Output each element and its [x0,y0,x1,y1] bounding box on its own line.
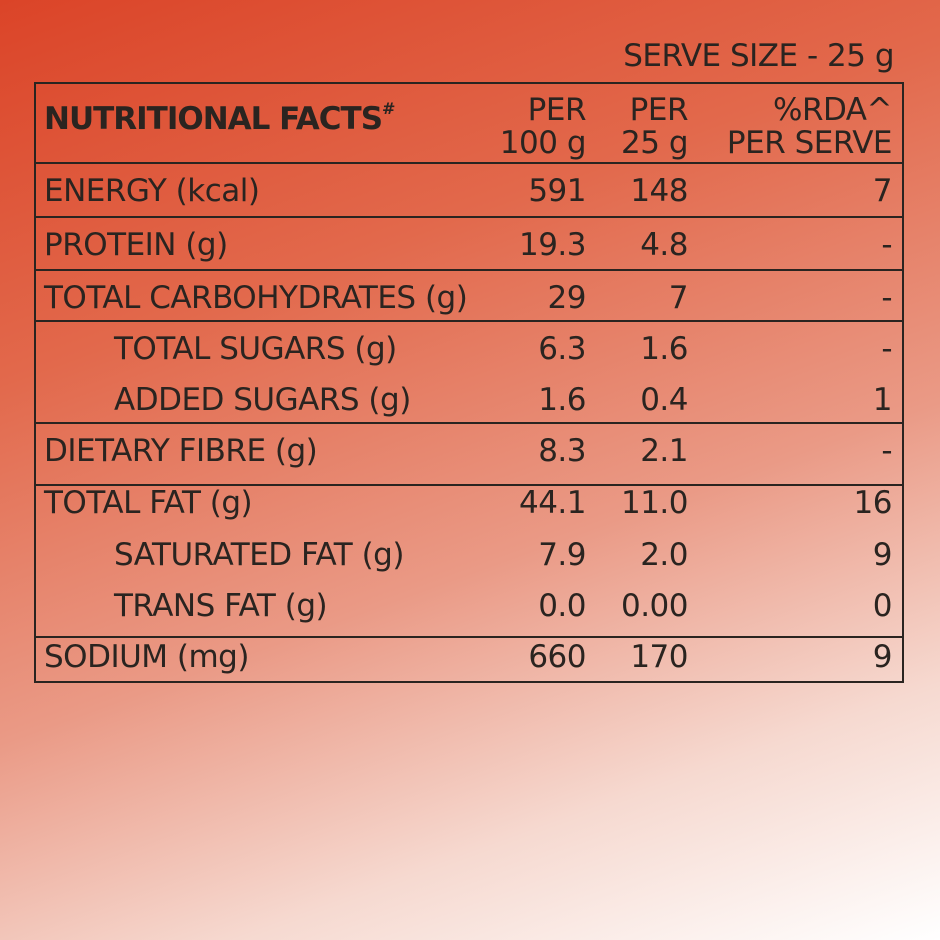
value-per-25g: 2.1 [640,433,688,469]
section-sugars: TOTAL SUGARS (g) 6.3 1.6 - ADDED SUGARS … [36,320,902,422]
row-label: PROTEIN (g) [44,227,228,263]
value-per-25g: 4.8 [640,227,688,263]
title-footnote-mark: # [382,99,395,118]
table-row: TOTAL SUGARS (g) 6.3 1.6 - [36,322,902,373]
value-rda: - [881,227,892,263]
value-per-100g: 1.6 [538,382,586,418]
row-label: TRANS FAT (g) [114,588,328,624]
row-label: TOTAL SUGARS (g) [114,331,397,367]
value-per-100g: 29 [547,280,587,316]
serve-size: SERVE SIZE - 25 g [623,38,894,74]
value-per-25g: 7 [668,280,689,316]
row-label: ENERGY (kcal) [44,173,260,209]
col-header-per-100g: PER 100 g [499,92,587,161]
col-header-per-25g: PER 25 g [621,92,688,161]
table-row: TRANS FAT (g) 0.0 0.00 0 [36,579,902,630]
value-rda: - [881,433,892,469]
table-row: PROTEIN (g) 19.3 4.8 - [36,218,902,269]
value-per-25g: 0.4 [640,382,688,418]
value-per-25g: 2.0 [640,537,688,573]
section-sodium: SODIUM (mg) 660 170 9 [36,636,902,681]
table-row: DIETARY FIBRE (g) 8.3 2.1 - [36,424,902,475]
row-label: TOTAL CARBOHYDRATES (g) [44,280,468,316]
table-row: ENERGY (kcal) 591 148 7 [36,164,902,215]
value-rda: - [881,280,892,316]
value-per-100g: 7.9 [538,537,586,573]
section-fibre: DIETARY FIBRE (g) 8.3 2.1 - [36,422,902,484]
value-per-25g: 0.00 [620,588,689,624]
value-rda: 9 [872,639,893,675]
value-rda: 0 [872,588,893,624]
value-per-100g: 44.1 [518,485,587,521]
value-per-100g: 0.0 [538,588,586,624]
table-row: SODIUM (mg) 660 170 9 [36,630,902,681]
value-per-25g: 11.0 [620,485,689,521]
nutrition-table: NUTRITIONAL FACTS# PER 100 g PER 25 g %RDA… [34,82,904,683]
table-row: TOTAL CARBOHYDRATES (g) 29 7 - [36,271,902,322]
value-per-25g: 148 [630,173,688,209]
value-per-25g: 170 [630,639,688,675]
value-rda: - [881,331,892,367]
value-rda: 1 [872,382,893,418]
value-per-25g: 1.6 [640,331,688,367]
value-rda: 7 [872,173,893,209]
col-header-rda: %RDA^ PER SERVE [726,92,893,161]
section-protein: PROTEIN (g) 19.3 4.8 - [36,216,902,269]
value-rda: 16 [853,485,893,521]
value-per-100g: 660 [528,639,586,675]
section-fat: TOTAL FAT (g) 44.1 11.0 16 SATURATED FAT… [36,484,902,636]
table-row: TOTAL FAT (g) 44.1 11.0 16 [36,476,902,527]
value-rda: 9 [872,537,893,573]
section-carbohydrates: TOTAL CARBOHYDRATES (g) 29 7 - [36,269,902,320]
row-label: SODIUM (mg) [44,639,249,675]
row-label: TOTAL FAT (g) [44,485,253,521]
row-label: DIETARY FIBRE (g) [44,433,318,469]
row-label: SATURATED FAT (g) [114,537,404,573]
table-title: NUTRITIONAL FACTS# [44,99,395,137]
value-per-100g: 591 [528,173,586,209]
table-row: ADDED SUGARS (g) 1.6 0.4 1 [36,373,902,424]
table-header: NUTRITIONAL FACTS# PER 100 g PER 25 g %RDA… [36,84,902,164]
value-per-100g: 6.3 [538,331,586,367]
value-per-100g: 8.3 [538,433,586,469]
value-per-100g: 19.3 [518,227,587,263]
section-energy: ENERGY (kcal) 591 148 7 [36,164,902,216]
table-row: SATURATED FAT (g) 7.9 2.0 9 [36,528,902,579]
row-label: ADDED SUGARS (g) [114,382,411,418]
